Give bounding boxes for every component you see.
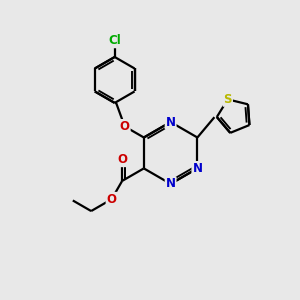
Text: O: O <box>106 193 117 206</box>
Text: S: S <box>224 93 232 106</box>
Text: O: O <box>117 153 127 166</box>
Text: N: N <box>166 177 176 190</box>
Text: Cl: Cl <box>108 34 121 47</box>
Text: O: O <box>120 120 130 133</box>
Text: N: N <box>166 116 176 128</box>
Text: N: N <box>192 162 203 175</box>
